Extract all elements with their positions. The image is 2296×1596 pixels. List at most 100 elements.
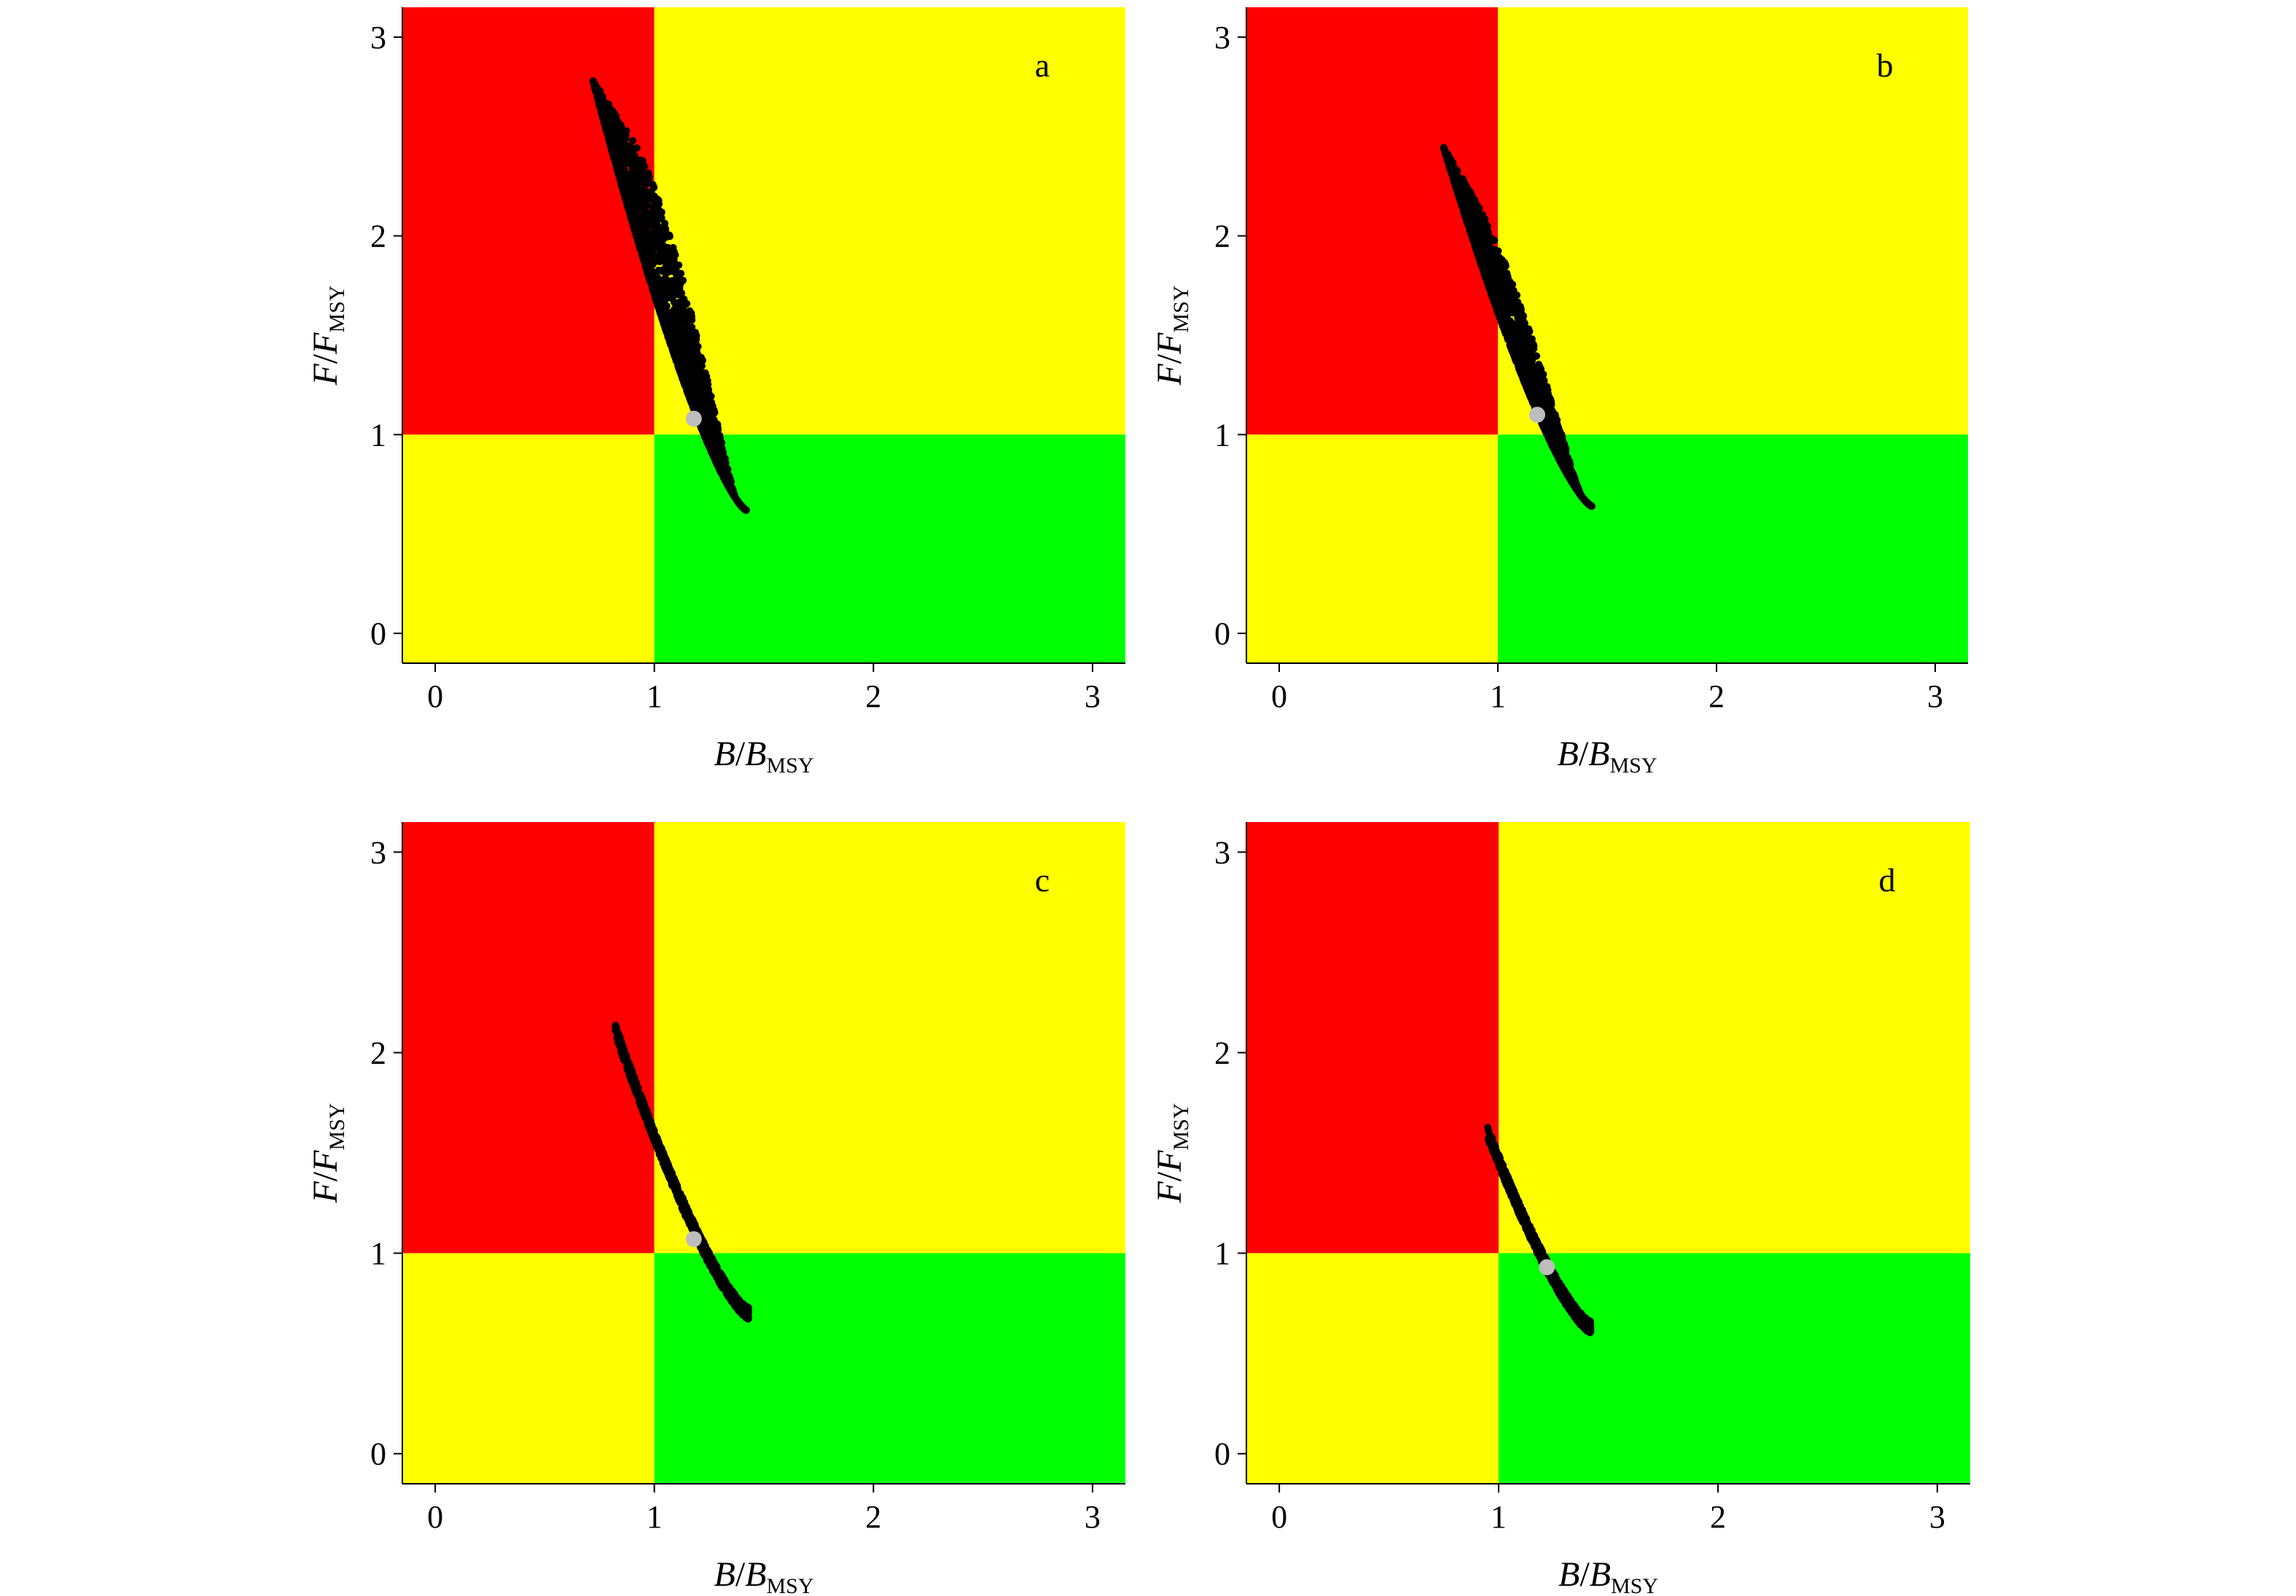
x-axis-label: B/BMSY [714, 735, 813, 778]
scatter-point [686, 373, 694, 381]
scatter-point [672, 266, 680, 274]
scatter-point [1527, 337, 1535, 345]
scatter-point [655, 305, 663, 313]
scatter-point [641, 163, 649, 171]
scatter-point [680, 311, 688, 319]
scatter-point [1516, 312, 1524, 320]
scatter-point [644, 201, 651, 209]
scatter-point [626, 142, 634, 150]
scatter-point [646, 209, 654, 217]
scatter-point [629, 187, 637, 195]
scatter-point [1477, 219, 1485, 227]
y-tick-label: 1 [370, 417, 386, 453]
scatter-point [658, 314, 666, 322]
x-tick-label: 3 [1085, 678, 1101, 714]
scatter-point [662, 321, 670, 329]
scatter-point [641, 235, 649, 243]
x-tick-label: 2 [865, 678, 881, 714]
zone-overfished-only [402, 434, 655, 663]
scatter-point [642, 246, 650, 254]
scatter-point [606, 129, 614, 137]
scatter-point [669, 290, 677, 298]
scatter-point [1469, 235, 1477, 243]
scatter-point [616, 175, 624, 183]
scatter-point [634, 168, 642, 176]
scatter-point [664, 246, 672, 254]
y-axis-label: F/FMSY [306, 285, 349, 386]
y-tick-label: 2 [370, 219, 386, 254]
scatter-point [710, 407, 718, 415]
scatter-point [622, 189, 630, 197]
scatter-point [1540, 384, 1547, 392]
scatter-point [655, 238, 663, 246]
scatter-point [1494, 308, 1502, 316]
scatter-point [618, 138, 626, 146]
scatter-point [672, 356, 680, 364]
scatter-point [655, 292, 663, 300]
zone-healthy [654, 434, 1125, 663]
scatter-point [651, 224, 659, 232]
scatter-point [668, 256, 676, 264]
scatter-point [1510, 286, 1518, 294]
scatter-point [614, 125, 622, 133]
scatter-point [1534, 375, 1542, 383]
scatter-point [611, 117, 619, 125]
scatter-point [644, 227, 652, 235]
scatter-point [689, 341, 697, 349]
scatter-point [663, 276, 671, 284]
scatter-point [685, 361, 693, 369]
scatter-point [1473, 201, 1481, 209]
scatter-point [1490, 251, 1498, 259]
scatter-point [622, 152, 630, 160]
scatter-point [1451, 181, 1459, 189]
scatter-point [624, 203, 632, 211]
scatter-point [684, 388, 691, 396]
scatter-point [1480, 230, 1488, 238]
scatter-point [616, 160, 624, 168]
scatter-point [1502, 304, 1510, 312]
scatter-point [671, 280, 679, 287]
scatter-point [601, 122, 609, 130]
scatter-point [684, 332, 692, 340]
scatter-point [1535, 368, 1543, 376]
scatter-point [644, 169, 652, 177]
x-tick-label: 0 [427, 678, 443, 714]
scatter-point [1496, 286, 1504, 294]
scatter-point [664, 285, 672, 293]
scatter-point [1502, 329, 1510, 337]
scatter-point [633, 231, 641, 239]
scatter-point [1525, 361, 1533, 369]
scatter-point [1561, 441, 1569, 449]
panel-label: a [1035, 47, 1050, 84]
scatter-point [668, 344, 676, 352]
scatter-point [676, 367, 684, 375]
scatter-point [595, 98, 603, 106]
scatter-point [633, 220, 641, 227]
scatter-point [730, 492, 738, 500]
scatter-point [628, 214, 636, 222]
scatter-point [1512, 297, 1520, 305]
scatter-point [1492, 276, 1499, 283]
scatter-point [702, 434, 710, 442]
scatter-point [683, 381, 691, 389]
scatter-point [686, 307, 694, 315]
current-status-point [685, 410, 702, 427]
scatter-point [604, 101, 612, 109]
scatter-point [1512, 325, 1520, 333]
scatter-point [680, 302, 688, 310]
scatter-point [701, 407, 709, 415]
x-tick-label: 1 [647, 678, 663, 714]
scatter-point [1527, 353, 1535, 361]
scatter-point [740, 504, 748, 512]
scatter-point [629, 160, 636, 168]
y-tick-label: 0 [370, 616, 386, 652]
zone-overfished-overfishing [1246, 7, 1498, 435]
scatter-point [678, 327, 686, 335]
scatter-point [719, 448, 727, 455]
scatter-point [699, 383, 707, 391]
scatter-point [635, 240, 643, 249]
scatter-point [644, 252, 652, 260]
